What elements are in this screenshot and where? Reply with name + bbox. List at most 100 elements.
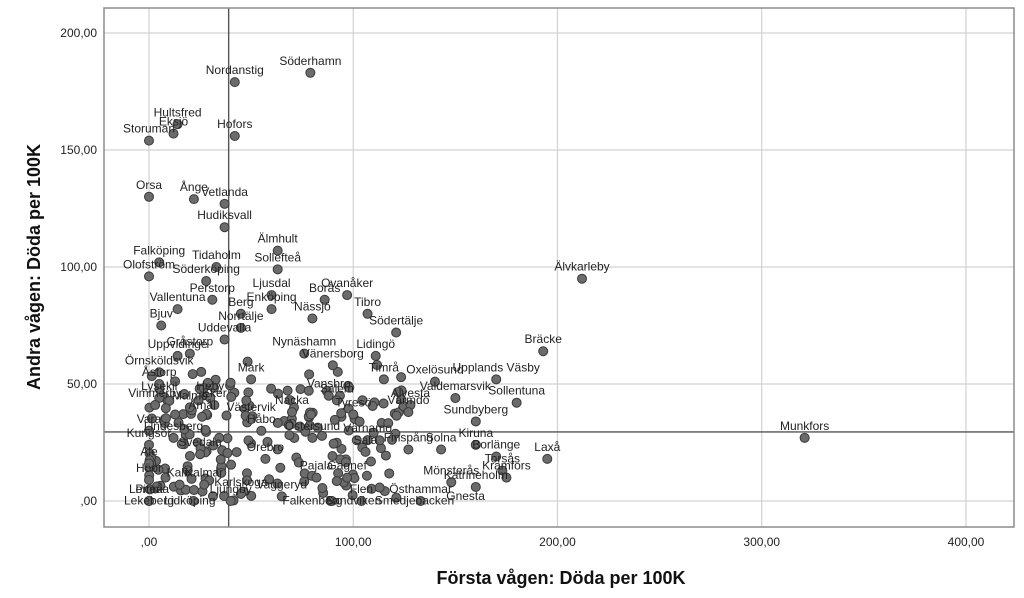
data-point	[198, 383, 209, 394]
data-point-marker	[195, 449, 206, 460]
data-point-labeled: Svedala	[178, 435, 222, 460]
data-point-marker	[538, 346, 549, 357]
data-point-label: Vara	[137, 412, 162, 426]
data-point	[378, 398, 389, 409]
data-point	[188, 496, 199, 506]
data-point-marker	[299, 348, 310, 359]
data-point-labeled: Oxelösund	[406, 363, 464, 387]
data-point-labeled: Sollentuna	[488, 384, 545, 408]
data-point-labeled: Munkfors	[780, 419, 829, 443]
data-point-labeled: Höör	[136, 461, 162, 485]
data-point	[179, 389, 190, 400]
data-point-marker	[144, 474, 154, 485]
data-point-labeled: Smedjebacken	[375, 494, 454, 508]
data-point-label: Lysekil	[141, 379, 177, 393]
data-point-label: Alvesta	[391, 386, 431, 400]
data-point-labeled: Storuman	[123, 122, 175, 146]
data-point-label: Mark	[238, 360, 266, 374]
data-point-marker	[450, 393, 461, 404]
data-point-labeled: Bjuv	[150, 307, 173, 331]
data-point-label: Nacka	[275, 393, 309, 407]
data-point-marker	[144, 439, 154, 450]
data-point	[266, 383, 277, 394]
data-point	[305, 409, 316, 420]
data-point-labeled: Östersund	[285, 419, 340, 443]
data-point-marker	[229, 77, 240, 88]
data-point-marker	[799, 432, 810, 443]
data-point	[170, 409, 181, 420]
data-point	[393, 386, 404, 397]
x-tick-label: 100,00	[335, 535, 372, 549]
data-point	[396, 372, 407, 383]
data-point-label: Berg	[228, 295, 253, 309]
data-point-labeled: Nacka	[275, 393, 309, 418]
data-point	[182, 465, 193, 476]
data-point-marker	[403, 407, 414, 418]
data-point-marker	[144, 191, 154, 202]
data-point-labeled: Kramfors	[482, 459, 531, 483]
data-point-label: Mönsterås	[423, 463, 479, 477]
data-point-labeled: Lidköping	[164, 494, 215, 508]
data-point-marker	[235, 308, 246, 319]
data-point-marker	[225, 496, 236, 506]
data-point-marker	[260, 453, 271, 464]
data-point-marker	[246, 374, 257, 385]
data-point	[329, 414, 340, 425]
data-point	[344, 382, 355, 393]
data-point	[222, 433, 233, 444]
data-point-marker	[168, 128, 179, 139]
data-point-labeled: Borlänge	[472, 438, 521, 462]
data-point-label: Sandviken	[325, 494, 381, 508]
data-point	[272, 478, 283, 489]
data-point-marker	[378, 374, 389, 385]
data-point-labeled: Ljusdal	[253, 276, 291, 301]
data-point-label: Ale	[140, 445, 158, 459]
data-point-marker	[207, 294, 218, 305]
data-point-marker	[266, 290, 277, 301]
data-point-labeled: Katrineholm	[444, 468, 508, 492]
data-point-marker	[256, 425, 267, 436]
data-point-label: Östersund	[285, 419, 340, 433]
data-point-label: Ånge	[180, 179, 208, 194]
data-point	[367, 400, 378, 411]
data-point-label: Heby	[196, 379, 224, 393]
data-point-label: Vimmerby	[128, 386, 182, 400]
data-point-labeled: Lindesberg	[144, 419, 203, 443]
data-point-label: Ovanåker	[321, 276, 373, 290]
data-point-labeled: Valdemarsvik	[420, 379, 492, 404]
data-point-labeled: Perstorp	[190, 281, 235, 305]
data-point-label: Uddevalla	[198, 321, 252, 335]
data-point-marker	[276, 491, 287, 502]
data-point	[284, 395, 295, 406]
data-point	[383, 418, 394, 429]
data-point	[179, 424, 190, 435]
data-point-labeled: Olofström	[123, 257, 175, 282]
data-point-labeled: Uddevalla	[198, 321, 252, 345]
data-point	[272, 417, 283, 428]
data-point	[374, 482, 385, 493]
data-point-label: Laxå	[534, 440, 560, 454]
data-point-labeled: Hofors	[217, 117, 252, 141]
data-point	[170, 376, 181, 387]
y-tick-label: 150,00	[60, 143, 97, 157]
data-point-label: Falköping	[133, 243, 185, 257]
data-point	[368, 427, 379, 438]
data-point-label: Håbo	[247, 412, 276, 426]
data-point-labeled: Upplands Väsby	[453, 360, 540, 385]
data-point-labeled: Åstorp	[142, 364, 177, 389]
data-point-labeled: Sollefteå	[254, 250, 301, 275]
data-point-labeled: Gnesta	[446, 489, 485, 503]
data-point-label: Valdemarsvik	[420, 379, 492, 393]
data-point-label: Upplands Väsby	[453, 360, 540, 374]
data-point-marker	[172, 350, 183, 361]
data-point-marker	[219, 334, 230, 345]
data-point-labeled: Falköping	[133, 243, 185, 268]
data-point-labeled: Vara	[137, 412, 162, 436]
data-point-marker	[542, 453, 553, 464]
data-point-label: Hofors	[217, 117, 252, 131]
data-point-marker	[446, 477, 457, 488]
data-point-marker	[305, 67, 316, 78]
x-tick-label: 400,00	[948, 535, 985, 549]
data-point-label: Söderköping	[172, 262, 239, 276]
data-point	[328, 438, 339, 449]
